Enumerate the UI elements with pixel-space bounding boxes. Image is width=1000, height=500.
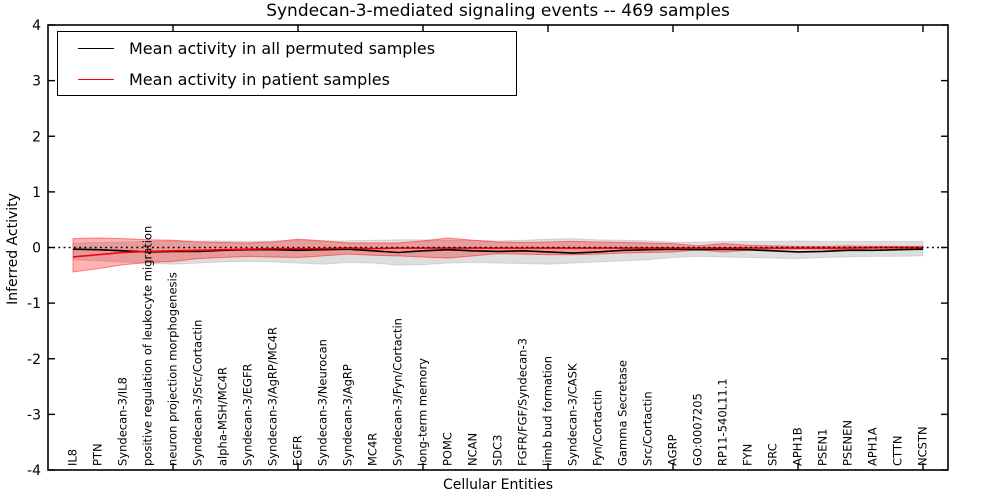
category-label: limb bud formation bbox=[541, 356, 555, 466]
y-tick-label: 1 bbox=[32, 185, 41, 201]
category-label: Syndecan-3/Fyn/Cortactin bbox=[391, 318, 405, 466]
category-label: Syndecan-3/Src/Cortactin bbox=[191, 320, 205, 466]
category-label: EGFR bbox=[291, 435, 305, 466]
category-label: Syndecan-3/AgRP bbox=[341, 364, 355, 466]
category-label: Syndecan-3/CASK bbox=[566, 363, 580, 466]
patient-band bbox=[72, 237, 924, 273]
category-label: SRC bbox=[766, 443, 780, 466]
category-label: Syndecan-3/IL8 bbox=[116, 377, 130, 466]
category-label: APH1A bbox=[866, 427, 880, 466]
y-tick-label: 4 bbox=[32, 18, 41, 34]
category-label: alpha-MSH/MC4R bbox=[216, 367, 230, 466]
legend-label-permuted: Mean activity in all permuted samples bbox=[129, 38, 436, 58]
y-tick-label: 2 bbox=[32, 129, 41, 145]
category-label: POMC bbox=[441, 432, 455, 466]
category-label: NCAN bbox=[466, 433, 480, 466]
y-tick-label: -2 bbox=[27, 352, 41, 368]
legend-entry-patient: Mean activity in patient samples bbox=[64, 67, 510, 91]
category-label: GO:0007205 bbox=[691, 393, 705, 466]
category-label: PTN bbox=[91, 443, 105, 466]
category-label: PSEN1 bbox=[816, 429, 830, 466]
category-label: RP11-540L11.1 bbox=[716, 378, 730, 466]
patient-line-swatch bbox=[78, 78, 114, 80]
y-tick-label: 0 bbox=[32, 241, 41, 257]
category-label: IL8 bbox=[66, 449, 80, 466]
legend-label-patient: Mean activity in patient samples bbox=[129, 69, 390, 89]
x-axis-label: Cellular Entities bbox=[442, 477, 554, 493]
category-label: FGFR/FGF/Syndecan-3 bbox=[516, 338, 530, 466]
category-label: PSENEN bbox=[841, 420, 855, 466]
category-label: MC4R bbox=[366, 433, 380, 466]
category-label: long-term memory bbox=[416, 358, 430, 466]
category-label: NCSTN bbox=[916, 426, 930, 466]
y-tick-label: -1 bbox=[27, 296, 41, 312]
y-tick-label: 3 bbox=[32, 74, 41, 90]
chart-title: Syndecan-3-mediated signaling events -- … bbox=[266, 1, 730, 21]
category-label: Fyn/Cortactin bbox=[591, 390, 605, 466]
category-label: Syndecan-3/Neurocan bbox=[316, 339, 330, 466]
category-label: Syndecan-3/EGFR bbox=[241, 363, 255, 466]
y-tick-label: -4 bbox=[27, 463, 41, 479]
category-label: APH1B bbox=[791, 427, 805, 466]
category-label: SDC3 bbox=[491, 434, 505, 466]
category-label: Syndecan-3/AgRP/MC4R bbox=[266, 327, 280, 466]
category-label: CTTN bbox=[891, 436, 905, 466]
y-tick-label: -3 bbox=[27, 407, 41, 423]
category-label: Gamma Secretase bbox=[616, 360, 630, 466]
category-label: positive regulation of leukocyte migrati… bbox=[141, 226, 155, 466]
category-label: AGRP bbox=[666, 434, 680, 466]
legend: Mean activity in all permuted samples Me… bbox=[57, 31, 517, 96]
category-label: neuron projection morphogenesis bbox=[166, 272, 180, 466]
permuted-line-swatch bbox=[78, 47, 114, 49]
category-label: Src/Cortactin bbox=[641, 391, 655, 466]
legend-entry-permuted: Mean activity in all permuted samples bbox=[64, 36, 510, 60]
category-label: FYN bbox=[741, 444, 755, 466]
